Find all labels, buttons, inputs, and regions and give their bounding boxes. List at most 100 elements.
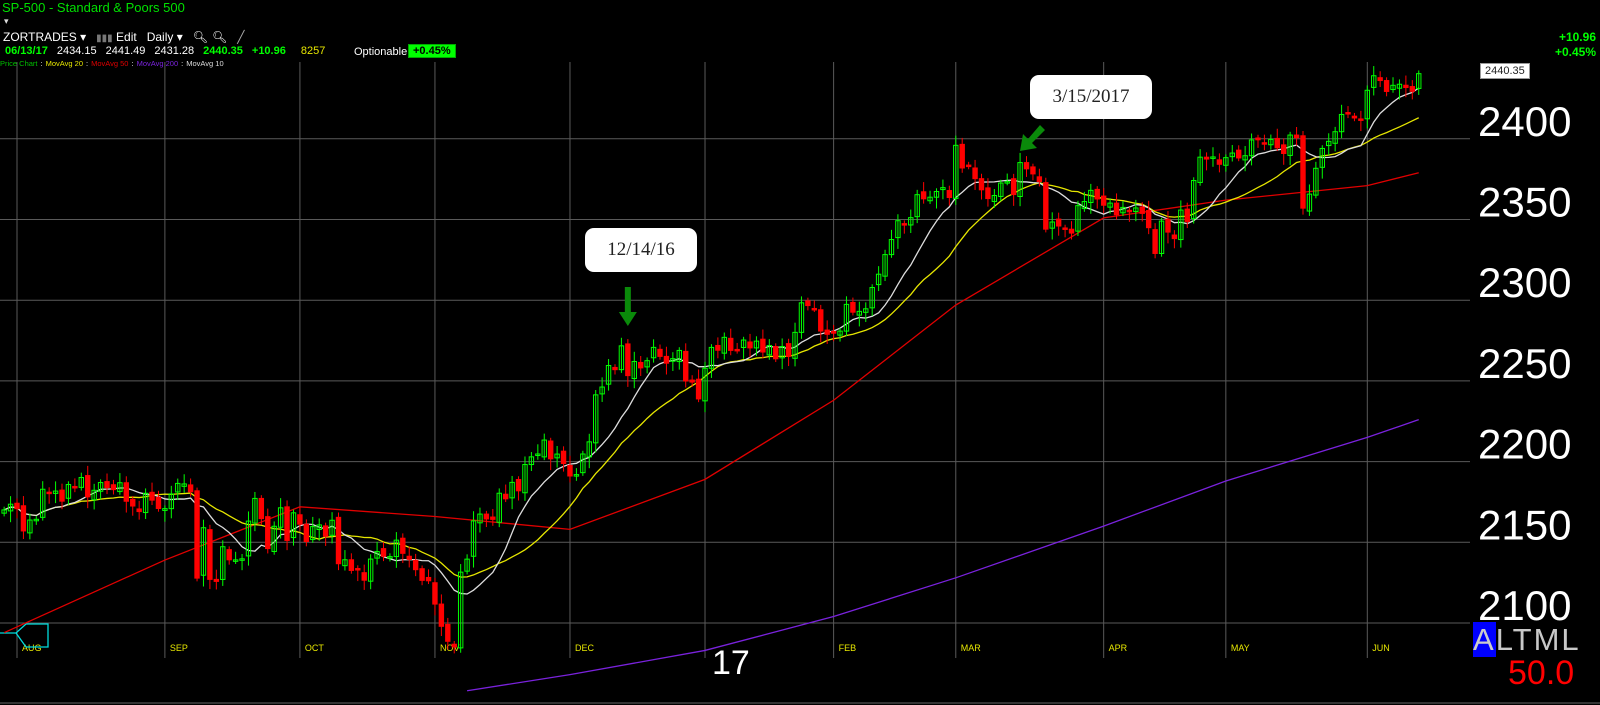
legend-item[interactable]: MovAvg 20 (45, 59, 83, 68)
candle-body (187, 484, 194, 493)
zoom-in-icon[interactable]: 🔍︎ (192, 30, 208, 44)
annotation-label-mar[interactable]: 3/15/2017 (1030, 75, 1152, 119)
candle-body (33, 518, 39, 522)
candle-body (310, 526, 316, 541)
right-percent: +0.45% (1554, 45, 1596, 59)
symbol-title: SP-500 - Standard & Poors 500 (2, 0, 185, 15)
chart-toolbar: ZORTRADES ▾ ▮▮▮ Edit Daily ▾ 🔍︎ 🔍︎ ╱ (3, 30, 244, 44)
candle-body (901, 223, 908, 226)
candle-body (1351, 115, 1358, 119)
candle-body (438, 603, 445, 627)
candle-body (277, 507, 284, 528)
candle-body (1036, 176, 1043, 183)
candle-body (946, 190, 953, 198)
candle-body (734, 348, 740, 352)
account-dropdown[interactable]: ZORTRADES ▾ (3, 30, 87, 44)
candle-body (1184, 208, 1190, 223)
period-dropdown[interactable]: Daily ▾ (146, 30, 183, 44)
candle-body (239, 558, 245, 561)
candle-body (85, 475, 91, 498)
candle-body (72, 485, 78, 489)
candle-body (927, 196, 933, 202)
pencil-icon[interactable]: ╱ (237, 30, 245, 44)
candle-body (708, 346, 715, 369)
candle-body (46, 491, 52, 495)
candle-body (1113, 202, 1120, 216)
candle-body (1255, 137, 1261, 141)
candle-body (1338, 113, 1345, 133)
candle-body (1236, 149, 1242, 159)
candle-body (760, 338, 766, 353)
optionable-label: Optionable (354, 46, 408, 58)
candle-body (1062, 227, 1068, 230)
candle-body (766, 345, 773, 356)
candle-body (1268, 138, 1274, 146)
candle-body (412, 559, 419, 571)
y-tick-label: 2350 (1478, 179, 1571, 226)
x-tick-label: FEB (839, 643, 857, 653)
candle-body (689, 379, 695, 383)
candle-body (695, 378, 702, 400)
candle-body (213, 578, 220, 582)
legend-item[interactable]: MovAvg 50 (91, 59, 129, 68)
candle-body (1, 509, 7, 514)
indicator-legend[interactable]: Price Chart: MovAvg 20: MovAvg 50: MovAvg 2… (0, 59, 224, 68)
bar-chart-icon: ▮▮▮ (96, 33, 113, 44)
annotation-label-dec[interactable]: 12/14/16 (585, 228, 697, 272)
altml-l[interactable]: L (1495, 622, 1513, 657)
candle-body (181, 483, 187, 487)
candle-body (972, 167, 978, 180)
candle-body (1120, 206, 1126, 214)
altml-l2[interactable]: L (1561, 622, 1581, 657)
candle-body (490, 516, 496, 520)
altml-t[interactable]: T (1512, 622, 1534, 657)
candle-body (638, 361, 644, 369)
altml-indicator[interactable]: ALTML (1473, 622, 1581, 658)
quote-volume: 8257 (300, 45, 326, 57)
legend-item[interactable]: Price Chart (0, 59, 38, 68)
candle-body (920, 191, 927, 200)
candle-body (798, 302, 805, 333)
candle-body (959, 143, 965, 169)
candle-body (1409, 86, 1416, 92)
candle-body (908, 217, 914, 226)
candle-body (374, 551, 380, 559)
candle-body (991, 194, 998, 202)
last-price-tag: 2440.35 (1480, 63, 1530, 79)
zoom-out-icon[interactable]: 🔍︎ (211, 30, 228, 44)
candle-body (933, 191, 940, 198)
legend-item[interactable]: MovAvg 10 (186, 59, 224, 68)
candle-body (27, 519, 33, 534)
y-tick-label: 2300 (1478, 259, 1571, 306)
chart-menu-caret-icon[interactable]: ▾ (4, 16, 9, 26)
altml-m[interactable]: M (1533, 622, 1562, 657)
candle-body (1396, 83, 1403, 89)
quote-low: 2431.28 (154, 45, 195, 57)
quote-change: +10.96 (251, 45, 286, 57)
candle-body (554, 453, 560, 459)
candle-body (882, 254, 888, 277)
candle-body (226, 549, 232, 561)
candle-body (830, 330, 837, 334)
candle-body (232, 559, 239, 562)
candle-body (1210, 156, 1216, 159)
candle-body (856, 310, 863, 316)
candle-body (1049, 221, 1055, 229)
quote-line: 06/13/17 2434.15 2441.49 2431.28 2440.35… (5, 45, 325, 57)
candle-body (740, 339, 747, 348)
candle-body (175, 482, 181, 493)
candle-body (65, 484, 72, 499)
candle-body (1133, 207, 1139, 213)
quote-last: 2440.35 (203, 45, 243, 57)
edit-button[interactable]: ▮▮▮ Edit (96, 30, 137, 44)
candle-body (728, 337, 734, 351)
candle-body (207, 529, 213, 580)
candle-body (1229, 152, 1235, 158)
candle-body (1313, 167, 1319, 196)
altml-a[interactable]: A (1473, 622, 1496, 657)
legend-item[interactable]: MovAvg 200 (136, 59, 179, 68)
candle-body (965, 164, 972, 168)
candle-body (265, 516, 271, 550)
candle-body (464, 558, 470, 572)
